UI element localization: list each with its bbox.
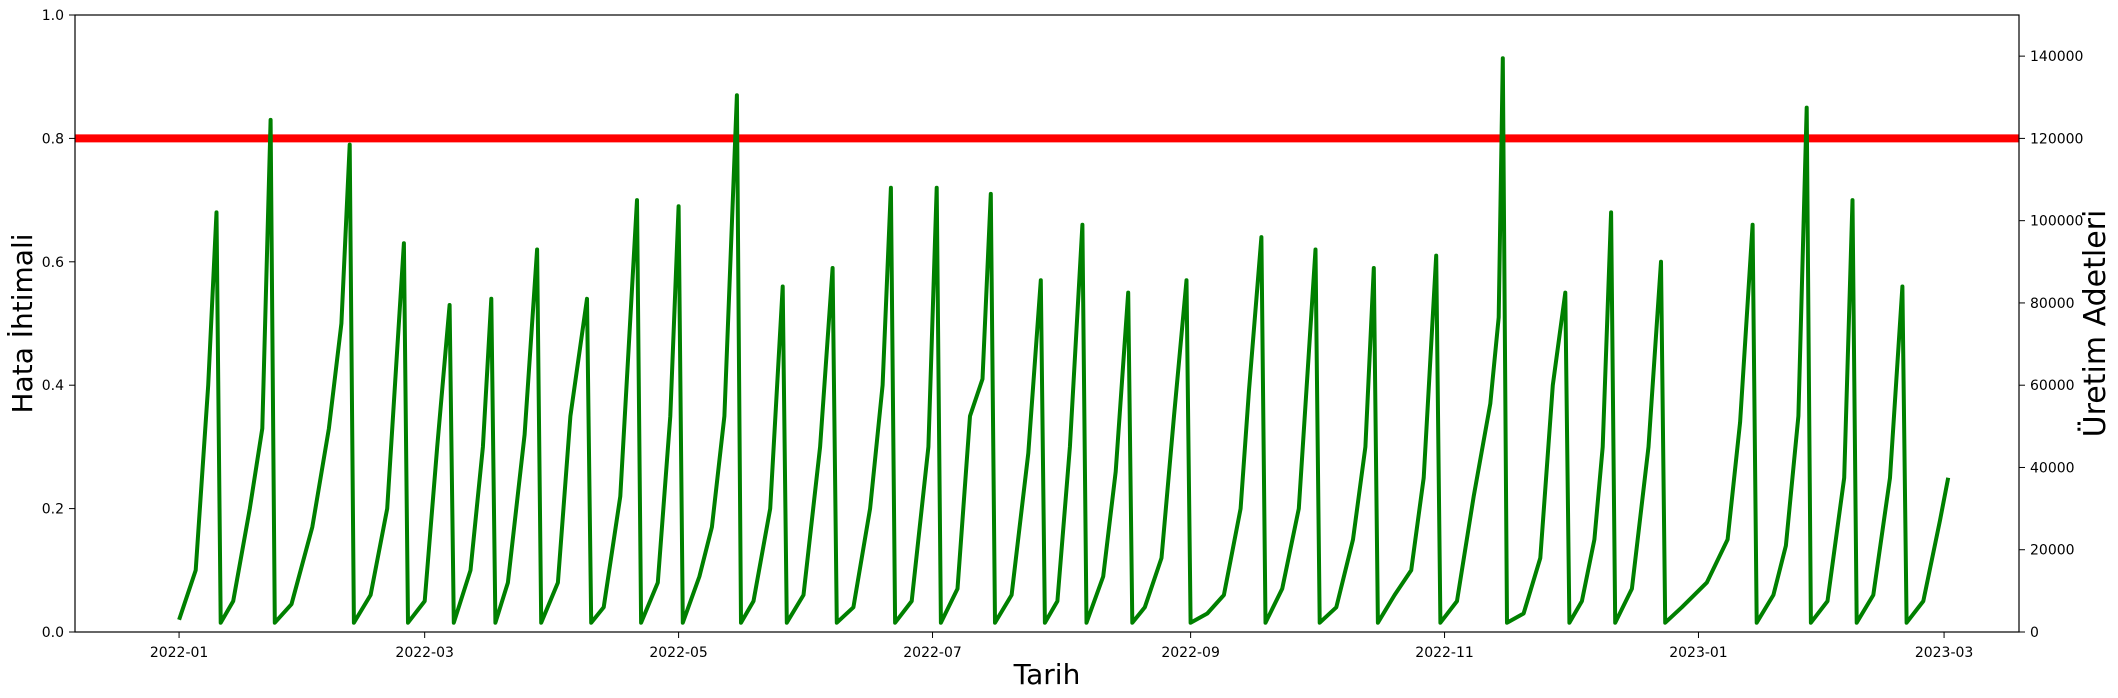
y-tick-label: 0.8 xyxy=(42,131,64,147)
y2-tick-label: 0 xyxy=(2030,625,2039,641)
series-layer xyxy=(177,56,1951,625)
y-axis-right: 0 20000 40000 60000 80000 100000 120000 140000 xyxy=(2019,49,2083,641)
y-tick-label: 0.6 xyxy=(42,255,64,271)
x-tick-label: 2023-01 xyxy=(1669,645,1728,661)
y-tick-label: 0.4 xyxy=(42,378,64,394)
x-tick-label: 2022-03 xyxy=(395,645,454,661)
x-tick-label: 2022-11 xyxy=(1415,645,1474,661)
series-line-1 xyxy=(177,56,1951,625)
x-axis: 2022-01 2022-03 2022-05 2022-07 2022-09 2022-… xyxy=(150,632,1974,661)
x-axis-title: Tarih xyxy=(1013,658,1081,691)
plot-frame xyxy=(74,14,2020,633)
y-axis-left: 0.0 0.2 0.4 0.6 0.8 1.0 xyxy=(42,8,75,641)
x-tick-label: 2022-09 xyxy=(1161,645,1220,661)
y2-tick-label: 140000 xyxy=(2030,49,2083,65)
x-tick-label: 2022-01 xyxy=(150,645,209,661)
y2-tick-label: 100000 xyxy=(2030,214,2083,230)
y2-tick-label: 60000 xyxy=(2030,378,2075,394)
y-tick-label: 1.0 xyxy=(42,8,64,24)
y-axis-title: Hata İhtimali xyxy=(6,233,39,413)
x-tick-label: 2022-05 xyxy=(649,645,708,661)
y2-tick-label: 40000 xyxy=(2030,460,2075,476)
y2-tick-label: 80000 xyxy=(2030,296,2075,312)
y2-tick-label: 20000 xyxy=(2030,543,2075,559)
y-tick-label: 0.2 xyxy=(42,502,64,518)
y2-tick-label: 120000 xyxy=(2030,131,2083,147)
y2-axis-title: Üretim Adetleri xyxy=(2077,210,2113,438)
x-tick-label: 2023-03 xyxy=(1915,645,1974,661)
x-tick-label: 2022-07 xyxy=(903,645,962,661)
y-tick-label: 0.0 xyxy=(42,625,64,641)
